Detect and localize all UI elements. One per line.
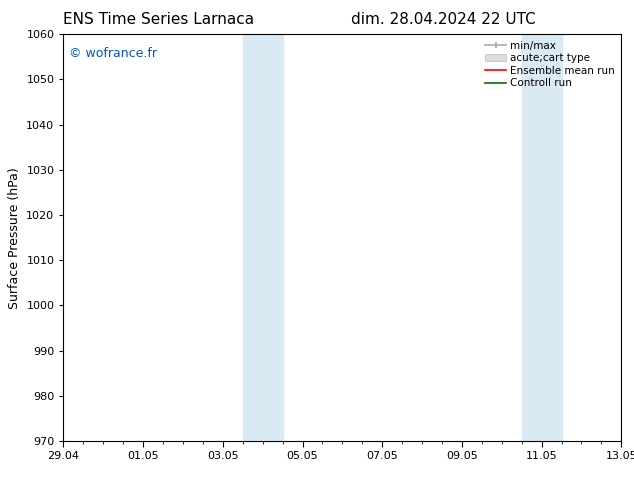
Bar xyxy=(243,34,262,441)
Bar xyxy=(262,34,283,441)
Y-axis label: Surface Pressure (hPa): Surface Pressure (hPa) xyxy=(8,167,21,309)
Bar xyxy=(541,34,562,441)
Legend: min/max, acute;cart type, Ensemble mean run, Controll run: min/max, acute;cart type, Ensemble mean … xyxy=(482,37,618,92)
Text: ENS Time Series Larnaca: ENS Time Series Larnaca xyxy=(63,12,254,27)
Text: © wofrance.fr: © wofrance.fr xyxy=(69,47,157,59)
Text: dim. 28.04.2024 22 UTC: dim. 28.04.2024 22 UTC xyxy=(351,12,536,27)
Bar xyxy=(522,34,541,441)
